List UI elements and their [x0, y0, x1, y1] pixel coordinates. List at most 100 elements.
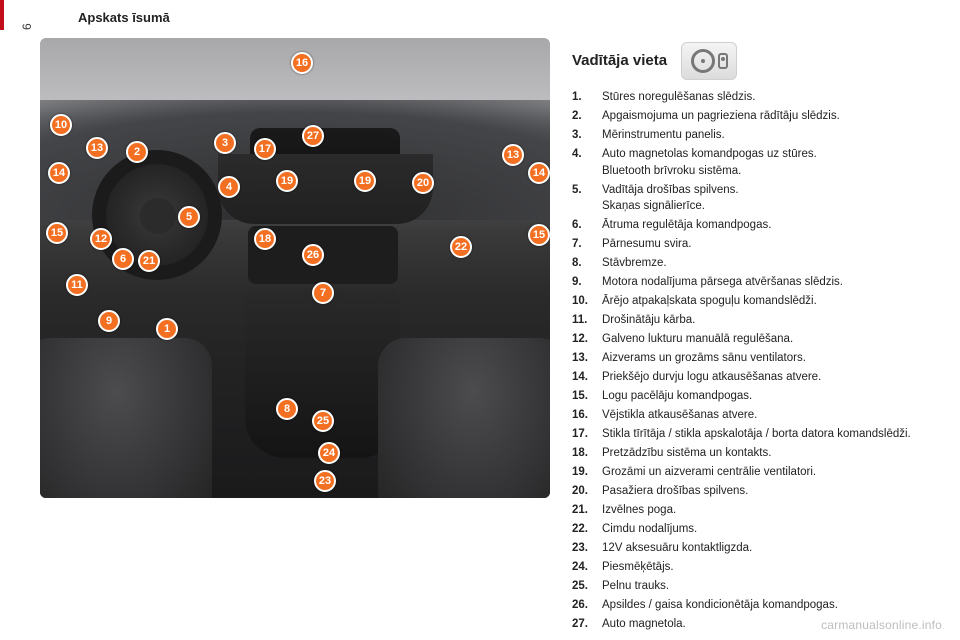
callout-6: 6 [112, 248, 134, 270]
definition-item: 14.Priekšējo durvju logu atkausēšanas at… [572, 370, 940, 386]
definition-text: Pelnu trauks. [602, 579, 940, 595]
definition-text: Galveno lukturu manuālā regulēšana. [602, 332, 940, 348]
definition-text: Motora nodalījuma pārsega atvēršanas slē… [602, 275, 940, 291]
page-number: 6 [20, 23, 34, 30]
definition-number: 10. [572, 294, 594, 310]
callout-24: 24 [318, 442, 340, 464]
callout-26: 26 [302, 244, 324, 266]
definition-number: 16. [572, 408, 594, 424]
shifter-area-shape [245, 288, 400, 458]
section-title: Vadītāja vieta [572, 51, 667, 71]
callout-19: 19 [354, 170, 376, 192]
callout-18: 18 [254, 228, 276, 250]
definition-item: 1. Stūres noregulēšanas slēdzis. [572, 90, 940, 106]
callout-10: 10 [50, 114, 72, 136]
callout-14: 14 [528, 162, 550, 184]
definition-text: Grozāmi un aizverami centrālie ventilato… [602, 465, 940, 481]
page-header: Apskats īsumā [78, 10, 170, 25]
definition-text: 12V aksesuāru kontaktligzda. [602, 541, 940, 557]
definition-item: 9. Motora nodalījuma pārsega atvēršanas s… [572, 275, 940, 291]
definition-text: Vadītāja drošības spilvens.Skaņas signāl… [602, 183, 940, 215]
vent-hood-shape [218, 154, 433, 224]
definition-text: Ātruma regulētāja komandpogas. [602, 218, 940, 234]
definition-text: Stūres noregulēšanas slēdzis. [602, 90, 940, 106]
accent-bar [0, 0, 4, 30]
seat-left-shape [40, 338, 212, 498]
definition-number: 13. [572, 351, 594, 367]
callout-5: 5 [178, 206, 200, 228]
definition-item: 16.Vējstikla atkausēšanas atvere. [572, 408, 940, 424]
callout-2: 2 [126, 141, 148, 163]
callout-13: 13 [86, 137, 108, 159]
definition-item: 18.Pretzādzību sistēma un kontakts. [572, 446, 940, 462]
definition-number: 9. [572, 275, 594, 291]
callout-1: 1 [156, 318, 178, 340]
definition-item: 22.Cimdu nodalījums. [572, 522, 940, 538]
definition-item: 15. Logu pacēlāju komandpogas. [572, 389, 940, 405]
callout-21: 21 [138, 250, 160, 272]
definition-text: Izvēlnes poga. [602, 503, 940, 519]
definition-text: Stāvbremze. [602, 256, 940, 272]
definition-text: Pārnesumu svira. [602, 237, 940, 253]
definition-item: 24.Piesmēķētājs. [572, 560, 940, 576]
definition-item: 8.Stāvbremze. [572, 256, 940, 272]
definition-text: Auto magnetolas komandpogas uz stūres.Bl… [602, 147, 940, 179]
definition-item: 20.Pasažiera drošības spilvens. [572, 484, 940, 500]
definition-item: 26. Apsildes / gaisa kondicionētāja koman… [572, 598, 940, 614]
callout-13: 13 [502, 144, 524, 166]
callout-15: 15 [528, 224, 550, 246]
callout-27: 27 [302, 125, 324, 147]
definition-text: Apsildes / gaisa kondicionētāja komandpo… [602, 598, 940, 614]
definition-number: 22. [572, 522, 594, 538]
callout-23: 23 [314, 470, 336, 492]
heading-row: Vadītāja vieta [572, 42, 940, 80]
definition-item: 5.Vadītāja drošības spilvens.Skaņas sign… [572, 183, 940, 215]
callout-4: 4 [218, 176, 240, 198]
definition-number: 6. [572, 218, 594, 234]
definition-item: 4.Auto magnetolas komandpogas uz stūres.… [572, 147, 940, 179]
content-row: 1610132317271441919201314515126211826221… [40, 38, 940, 630]
callout-8: 8 [276, 398, 298, 420]
definition-item: 19. Grozāmi un aizverami centrālie ventil… [572, 465, 940, 481]
callout-20: 20 [412, 172, 434, 194]
definition-number: 15. [572, 389, 594, 405]
definition-number: 14. [572, 370, 594, 386]
definition-item: 25.Pelnu trauks. [572, 579, 940, 595]
definition-number: 17. [572, 427, 594, 443]
callout-22: 22 [450, 236, 472, 258]
definition-text: Piesmēķētājs. [602, 560, 940, 576]
definition-number: 23. [572, 541, 594, 557]
definition-item: 23. 12V aksesuāru kontaktligzda. [572, 541, 940, 557]
definition-number: 2. [572, 109, 594, 125]
definition-item: 13. Aizverams un grozāms sānu ventilators… [572, 351, 940, 367]
definition-item: 12. Galveno lukturu manuālā regulēšana. [572, 332, 940, 348]
callout-3: 3 [214, 132, 236, 154]
definition-subtext: Bluetooth brīvroku sistēma. [602, 164, 940, 180]
right-column: Vadītāja vieta 1. Stūres noregulēšanas sl… [572, 38, 940, 630]
definition-number: 4. [572, 147, 594, 179]
definition-item: 6. Ātruma regulētāja komandpogas. [572, 218, 940, 234]
wheel-mini-icon [691, 49, 715, 73]
definition-number: 20. [572, 484, 594, 500]
definition-number: 19. [572, 465, 594, 481]
callout-17: 17 [254, 138, 276, 160]
definition-text: Mērinstrumentu panelis. [602, 128, 940, 144]
definition-number: 3. [572, 128, 594, 144]
definition-text: Aizverams un grozāms sānu ventilators. [602, 351, 940, 367]
callout-12: 12 [90, 228, 112, 250]
definition-number: 12. [572, 332, 594, 348]
definition-number: 1. [572, 90, 594, 106]
definition-text: Logu pacēlāju komandpogas. [602, 389, 940, 405]
definition-text: Pretzādzību sistēma un kontakts. [602, 446, 940, 462]
definition-number: 26. [572, 598, 594, 614]
callout-14: 14 [48, 162, 70, 184]
definition-text: Drošinātāju kārba. [602, 313, 940, 329]
callout-15: 15 [46, 222, 68, 244]
definition-item: 17.Stikla tīrītāja / stikla apskalotāja … [572, 427, 940, 443]
definition-item: 3. Mērinstrumentu panelis. [572, 128, 940, 144]
definition-item: 21. Izvēlnes poga. [572, 503, 940, 519]
callout-9: 9 [98, 310, 120, 332]
definition-number: 21. [572, 503, 594, 519]
definition-item: 10.Ārējo atpakaļskata spoguļu komandslēd… [572, 294, 940, 310]
definition-subtext: Skaņas signālierīce. [602, 199, 940, 215]
